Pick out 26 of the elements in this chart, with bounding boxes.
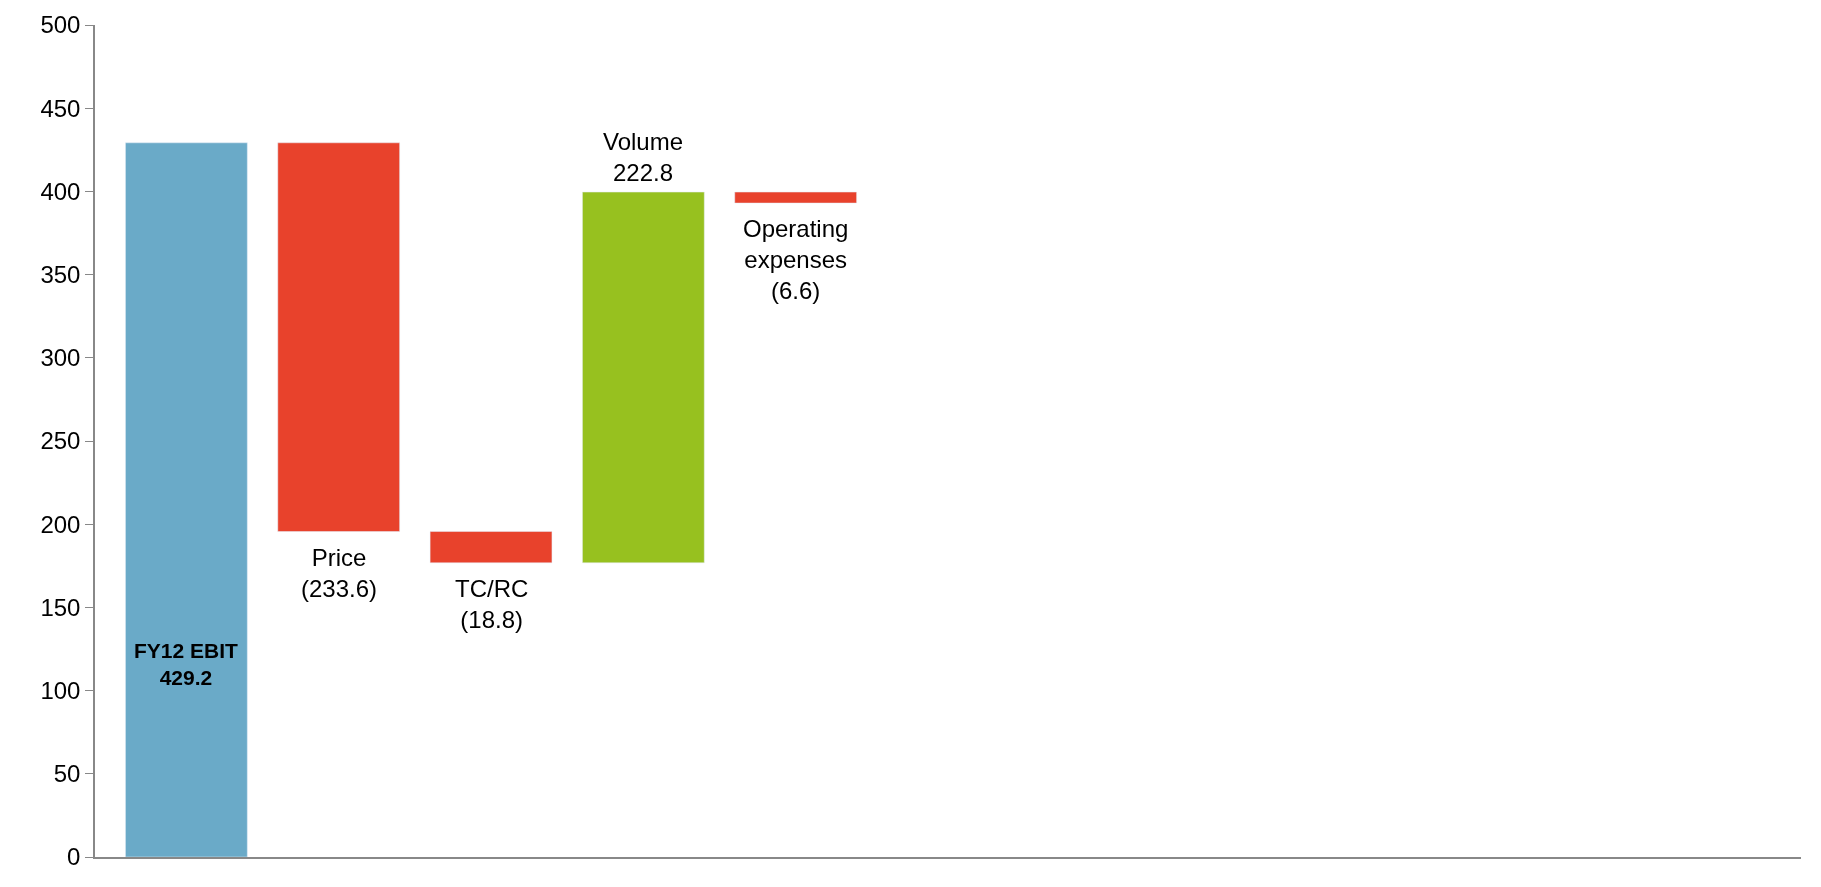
y-tick-label: 50 [53,760,81,788]
bar [125,142,248,857]
y-tick-label: 250 [40,427,81,455]
y-tick-label: 500 [40,11,81,39]
y-tick-label: 350 [40,261,81,288]
x-tick-label: Price [311,544,367,571]
data-label: 222.8 [613,159,674,187]
x-tick-label: FY12 EBIT [134,639,239,662]
data-label: 429.2 [159,666,213,690]
x-tick-label: TC/RC [455,575,529,602]
data-label: (233.6) [301,575,378,603]
bar [734,191,857,204]
y-tick-label: 200 [40,510,81,538]
y-tick-label: 150 [40,593,81,621]
y-tick-label: 450 [40,94,81,122]
data-label: (6.6) [771,277,821,305]
bar [429,531,553,564]
bar [277,142,400,532]
x-tick-label: Volume [603,128,684,155]
y-tick-label: 400 [40,177,81,205]
bar [582,191,705,564]
y-tick-label: 100 [40,677,81,704]
y-tick-label: 0 [67,843,81,871]
x-tick-label: Operating expenses [743,215,849,274]
data-label: (18.8) [460,606,524,634]
y-tick-label: 300 [40,344,81,372]
